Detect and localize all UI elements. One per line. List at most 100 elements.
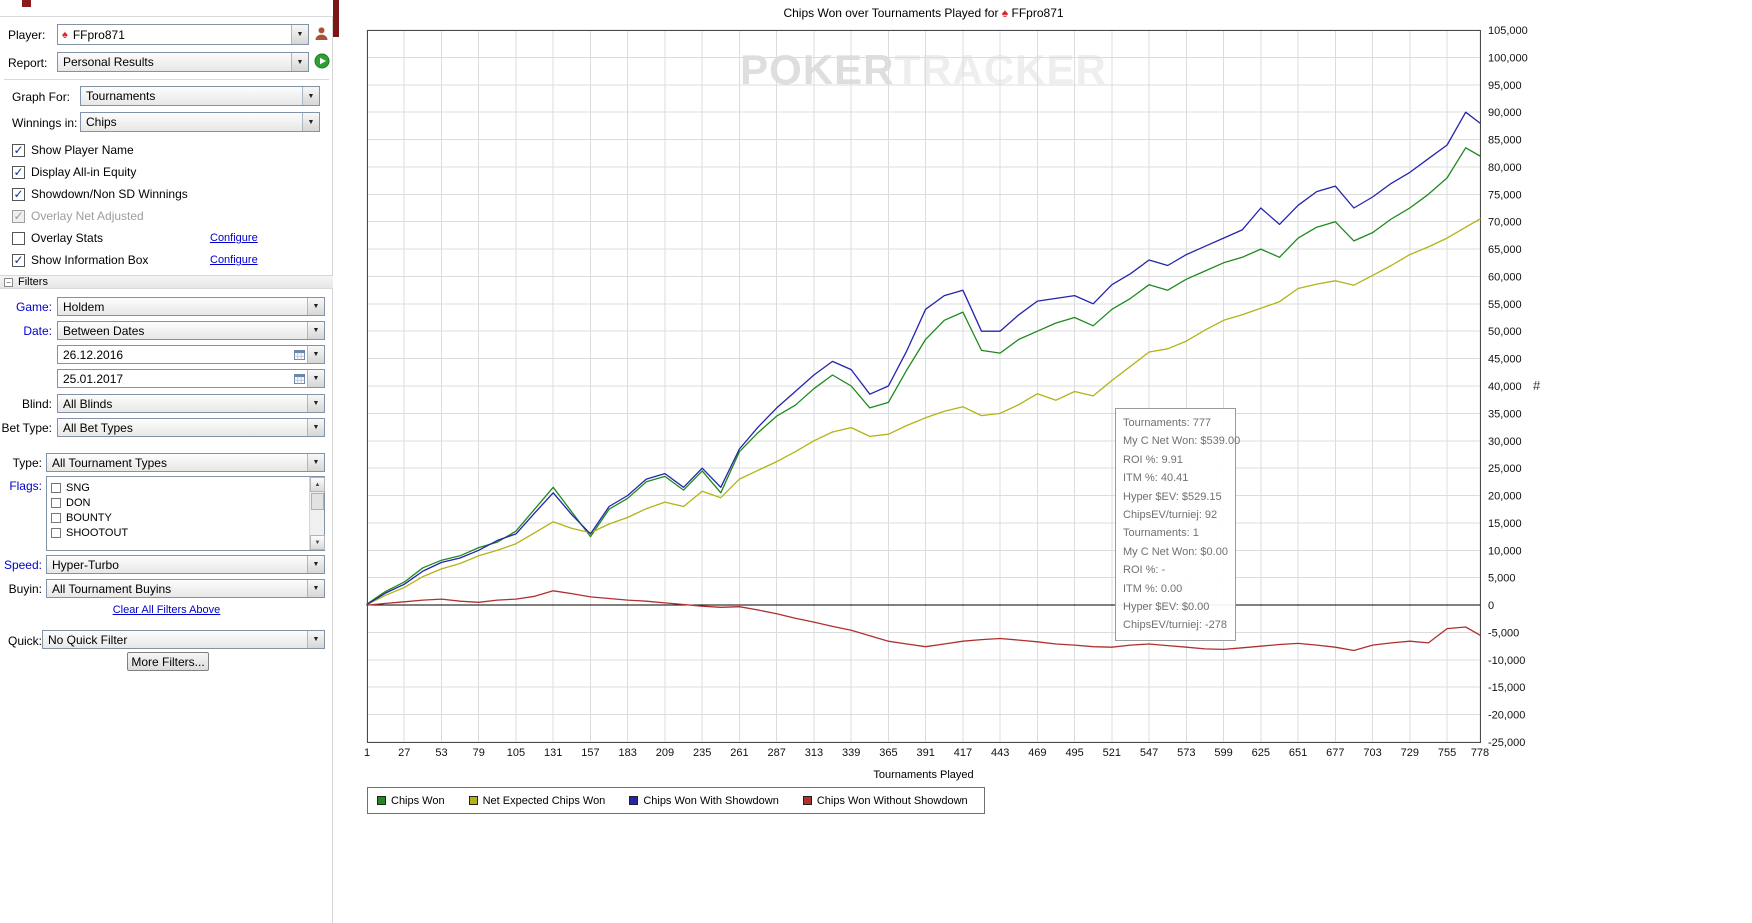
configure-link[interactable]: Configure xyxy=(210,254,258,266)
winnings-in-select[interactable]: Chips ▼ xyxy=(80,112,320,132)
buyin-filter-select[interactable]: All Tournament Buyins ▼ xyxy=(46,579,325,598)
dropdown-arrow-icon[interactable]: ▼ xyxy=(307,298,324,315)
legend-item-chips-won-without-showdown: Chips Won Without Showdown xyxy=(802,795,968,807)
winnings-in-value: Chips xyxy=(86,115,117,129)
more-filters-button[interactable]: More Filters... xyxy=(127,652,209,671)
flag-row-sng[interactable]: SNG xyxy=(47,480,324,495)
option-row-overlay-net-adjusted: ✓ Overlay Net Adjusted xyxy=(12,205,330,227)
flags-scrollbar[interactable]: ▲ ▼ xyxy=(309,477,325,550)
date-from-input[interactable]: 26.12.2016 ▼ xyxy=(57,345,325,364)
report-select[interactable]: Personal Results ▼ xyxy=(57,52,309,72)
calendar-icon[interactable] xyxy=(291,370,307,387)
y-tick-label: 75,000 xyxy=(1488,189,1522,201)
checkbox-overlay-stats[interactable] xyxy=(12,231,25,245)
window-top-strip xyxy=(0,0,333,17)
y-tick-label: 80,000 xyxy=(1488,162,1522,174)
dropdown-arrow-icon[interactable]: ▼ xyxy=(307,556,324,573)
checkbox-shootout[interactable] xyxy=(51,527,61,538)
x-tick-label: 755 xyxy=(1438,747,1456,759)
dropdown-arrow-icon[interactable]: ▼ xyxy=(307,395,324,412)
type-filter-select[interactable]: All Tournament Types ▼ xyxy=(46,453,325,472)
dropdown-arrow-icon[interactable]: ▼ xyxy=(307,454,324,471)
dropdown-arrow-icon[interactable]: ▼ xyxy=(302,87,319,105)
player-person-icon[interactable] xyxy=(314,26,329,46)
dropdown-arrow-icon[interactable]: ▼ xyxy=(302,113,319,131)
option-row-showdown-non-sd-winnings: ✓ Showdown/Non SD Winnings xyxy=(12,183,330,205)
quick-filter-select[interactable]: No Quick Filter ▼ xyxy=(42,630,325,649)
chart-title-player: FFpro871 xyxy=(1011,6,1064,20)
clear-filters-row: Clear All Filters Above xyxy=(0,600,333,618)
graph-for-select[interactable]: Tournaments ▼ xyxy=(80,86,320,106)
legend-swatch-chips-won-with-showdown xyxy=(629,796,639,805)
pokerstars-spade-icon: ♠ xyxy=(1001,6,1009,20)
configure-link[interactable]: Configure xyxy=(210,232,258,244)
dropdown-arrow-icon[interactable]: ▼ xyxy=(307,580,324,597)
checkbox-display-all-in-equity[interactable]: ✓ xyxy=(12,165,25,179)
quick-filter-value: No Quick Filter xyxy=(48,632,128,647)
option-label: Display All-in Equity xyxy=(31,165,137,179)
date-mode-select[interactable]: Between Dates ▼ xyxy=(57,321,325,340)
y-tick-label: 35,000 xyxy=(1488,408,1522,420)
legend-item-chips-won-with-showdown: Chips Won With Showdown xyxy=(629,795,779,807)
player-select[interactable]: ♠ FFpro871 ▼ xyxy=(57,24,309,45)
scroll-up-icon[interactable]: ▲ xyxy=(310,477,325,492)
game-filter-select[interactable]: Holdem ▼ xyxy=(57,297,325,316)
x-tick-label: 79 xyxy=(473,747,485,759)
filters-section-header[interactable]: − Filters xyxy=(0,275,333,289)
legend-item-net-expected-chips-won: Net Expected Chips Won xyxy=(468,795,605,807)
calendar-icon[interactable] xyxy=(291,346,307,363)
checkbox-don[interactable] xyxy=(51,497,61,508)
checkbox-sng[interactable] xyxy=(51,482,61,493)
y-tick-label: -5,000 xyxy=(1488,627,1519,639)
scroll-down-icon[interactable]: ▼ xyxy=(310,535,325,550)
info-box-line: My C Net Won: $539.00 xyxy=(1123,435,1241,448)
x-tick-label: 778 xyxy=(1471,747,1489,759)
speed-filter-label: Speed: xyxy=(3,558,42,572)
y-tick-label: 40,000 xyxy=(1488,381,1522,393)
x-tick-label: 651 xyxy=(1289,747,1307,759)
refresh-report-icon[interactable] xyxy=(314,53,330,74)
x-tick-label: 27 xyxy=(398,747,410,759)
check-icon: ✓ xyxy=(13,252,24,267)
blind-filter-label: Blind: xyxy=(21,397,52,411)
blind-filter-select[interactable]: All Blinds ▼ xyxy=(57,394,325,413)
dropdown-arrow-icon[interactable]: ▼ xyxy=(307,631,324,648)
info-box-line: ChipsEV/turniej: 92 xyxy=(1123,509,1218,522)
y-tick-label: 15,000 xyxy=(1488,518,1522,530)
flag-row-shootout[interactable]: SHOOTOUT xyxy=(47,525,324,540)
x-tick-label: 443 xyxy=(991,747,1009,759)
clear-all-filters-link[interactable]: Clear All Filters Above xyxy=(112,604,221,616)
scrollbar-thumb[interactable] xyxy=(311,493,324,510)
bet-type-filter-label: Bet Type: xyxy=(1,421,52,435)
checkbox-showdown-non-sd-winnings[interactable]: ✓ xyxy=(12,187,25,201)
plot-border xyxy=(367,30,1481,743)
type-filter-value: All Tournament Types xyxy=(52,455,167,470)
collapse-icon[interactable]: − xyxy=(4,277,13,287)
flag-label: SHOOTOUT xyxy=(66,526,129,539)
x-tick-label: 391 xyxy=(916,747,934,759)
graph-for-label: Graph For: xyxy=(12,90,71,104)
flags-listbox[interactable]: SNG DON BOUNTY SHOOTOUT ▲ ▼ xyxy=(46,476,325,551)
x-tick-label: 417 xyxy=(954,747,972,759)
legend-swatch-chips-won xyxy=(377,796,386,805)
dropdown-arrow-icon[interactable]: ▼ xyxy=(307,322,324,339)
dropdown-arrow-icon[interactable]: ▼ xyxy=(307,370,324,387)
flag-row-bounty[interactable]: BOUNTY xyxy=(47,510,324,525)
speed-filter-select[interactable]: Hyper-Turbo ▼ xyxy=(46,555,325,574)
dropdown-arrow-icon[interactable]: ▼ xyxy=(291,53,308,71)
x-tick-label: 573 xyxy=(1177,747,1195,759)
dropdown-arrow-icon[interactable]: ▼ xyxy=(307,346,324,363)
checkbox-overlay-net-adjusted[interactable]: ✓ xyxy=(12,209,25,223)
checkbox-show-player-name[interactable]: ✓ xyxy=(12,143,25,157)
bet-type-filter-select[interactable]: All Bet Types ▼ xyxy=(57,418,325,437)
checkbox-bounty[interactable] xyxy=(51,512,61,523)
dropdown-arrow-icon[interactable]: ▼ xyxy=(291,25,308,44)
dropdown-arrow-icon[interactable]: ▼ xyxy=(307,419,324,436)
date-to-input[interactable]: 25.01.2017 ▼ xyxy=(57,369,325,388)
legend-swatch-net-expected-chips-won xyxy=(468,796,478,805)
checkbox-show-information-box[interactable]: ✓ xyxy=(12,252,25,267)
flag-row-don[interactable]: DON xyxy=(47,495,324,510)
legend-item-chips-won: Chips Won xyxy=(377,795,445,807)
date-filter-label: Date: xyxy=(23,324,52,338)
series-line-chips-won xyxy=(366,147,1481,605)
